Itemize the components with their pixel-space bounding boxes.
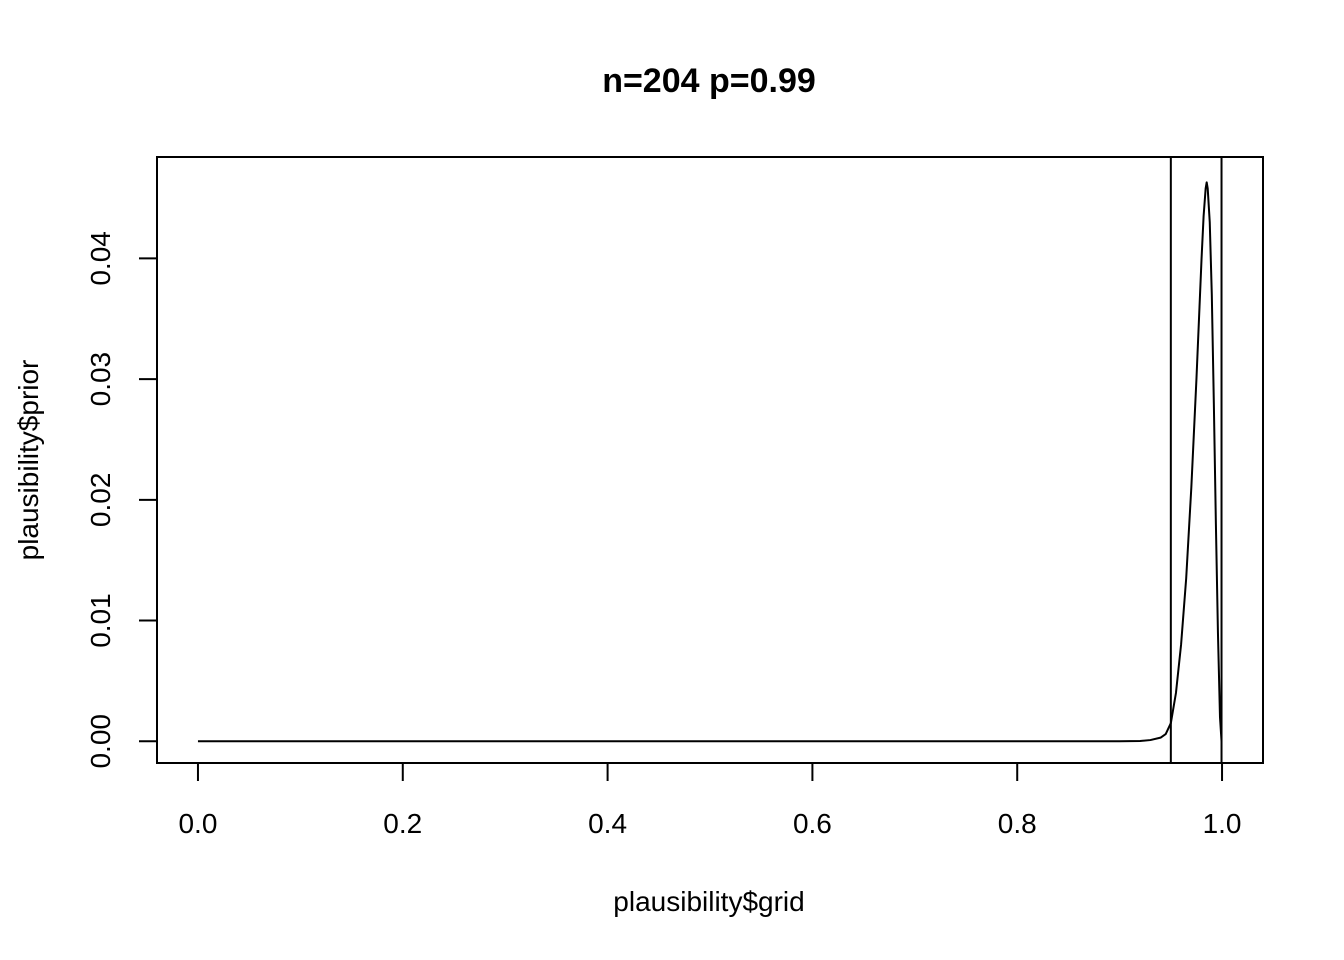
x-tick-label: 0.2 [383,808,422,839]
x-axis-label: plausibility$grid [613,886,804,917]
y-tick-label: 0.03 [85,352,116,407]
x-tick-label: 0.8 [998,808,1037,839]
chart-title: n=204 p=0.99 [602,62,816,100]
y-tick-label: 0.04 [85,231,116,286]
x-axis: 0.0 0.2 0.4 0.6 0.8 1.0 [178,762,1242,839]
y-tick-label: 0.00 [85,714,116,769]
x-tick-label: 0.0 [178,808,217,839]
y-axis: 0.00 0.01 0.02 0.03 0.04 [85,231,158,769]
vertical-lines [1169,157,1223,763]
series-group [197,181,1223,743]
plot-area [156,156,1264,764]
plot-frame [156,156,1264,764]
series-line [197,181,1223,743]
y-tick-label: 0.01 [85,593,116,648]
x-tick-label: 0.4 [588,808,627,839]
x-tick-label: 0.6 [793,808,832,839]
y-tick-label: 0.02 [85,473,116,528]
y-axis-label: plausibility$prior [13,360,44,561]
x-tick-label: 1.0 [1203,808,1242,839]
